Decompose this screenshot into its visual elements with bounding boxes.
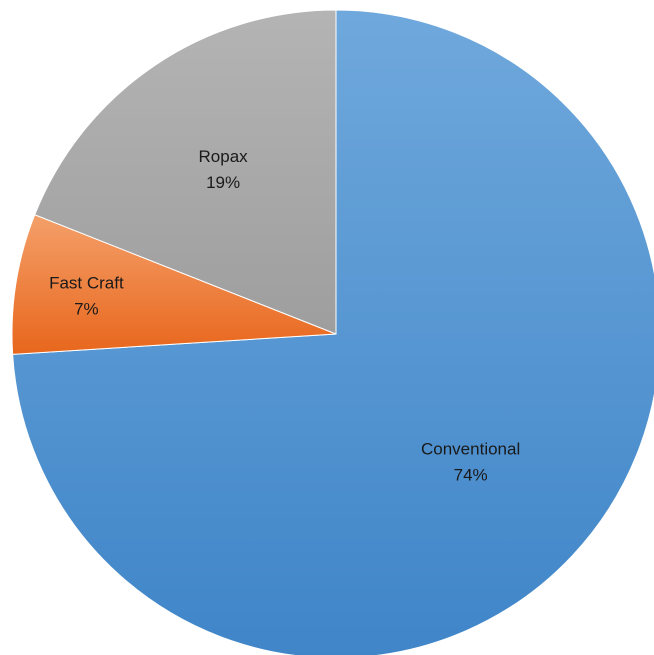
- slice-percent-fast-craft: 7%: [74, 299, 99, 318]
- slice-label-conventional: Conventional: [421, 439, 520, 458]
- slice-label-fast-craft: Fast Craft: [49, 273, 124, 292]
- slice-percent-ropax: 19%: [206, 173, 240, 192]
- pie-slice-ropax: [34, 9, 337, 335]
- slice-percent-conventional: 74%: [454, 465, 488, 484]
- pie-slice-conventional: [12, 9, 654, 655]
- pie-slice-fast-craft: [11, 214, 337, 355]
- slice-label-ropax: Ropax: [199, 147, 249, 166]
